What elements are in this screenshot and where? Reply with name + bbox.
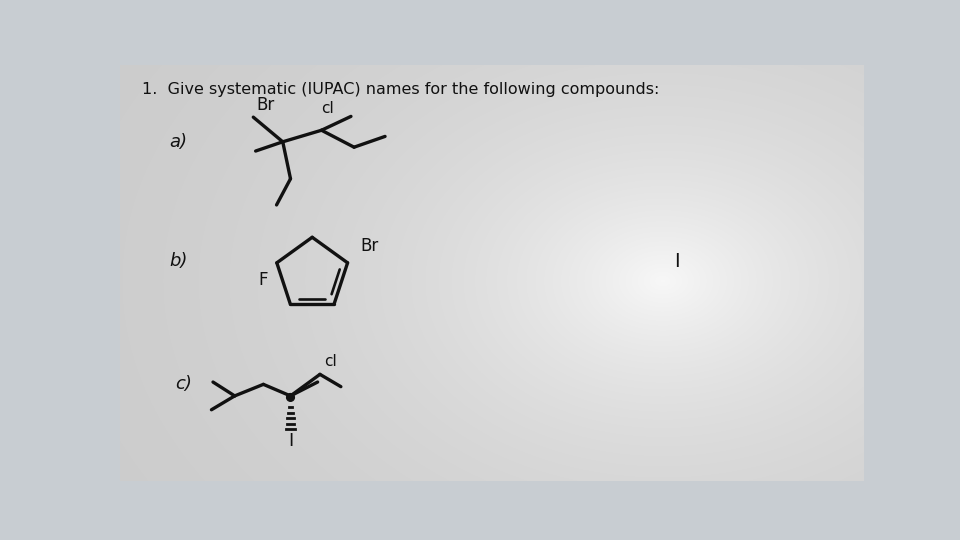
Text: Br: Br: [256, 96, 275, 114]
Text: cl: cl: [324, 354, 337, 369]
Text: b): b): [169, 252, 187, 270]
Text: 1.  Give systematic (IUPAC) names for the following compounds:: 1. Give systematic (IUPAC) names for the…: [142, 82, 660, 97]
Text: cl: cl: [322, 101, 334, 116]
Circle shape: [287, 394, 295, 401]
Text: F: F: [258, 271, 268, 289]
Text: I: I: [288, 431, 293, 450]
Text: c): c): [175, 375, 192, 393]
Text: a): a): [169, 133, 187, 151]
Text: I: I: [674, 252, 680, 271]
Text: Br: Br: [360, 237, 378, 255]
